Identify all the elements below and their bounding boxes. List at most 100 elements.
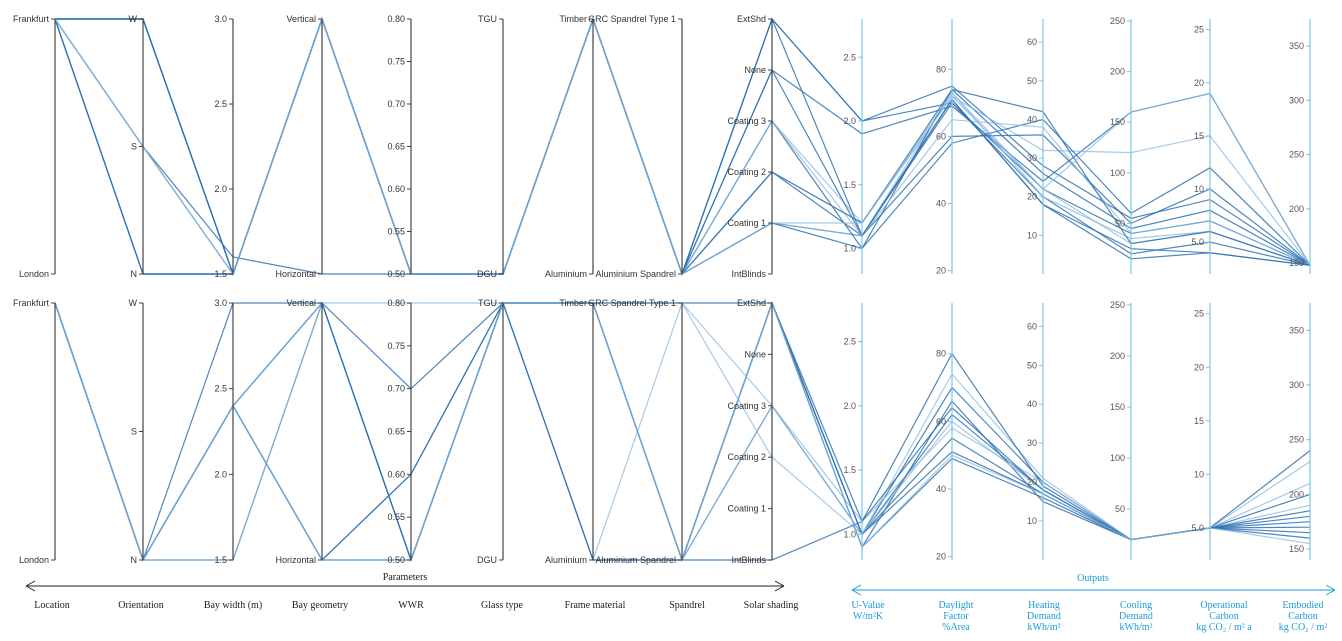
tick-label: 2.0: [214, 184, 227, 194]
tick-label: 10: [1027, 230, 1037, 240]
tick-label: Coating 2: [727, 167, 766, 177]
tick-label: Vertical: [286, 298, 316, 308]
axes: London Frankfurt N S W 1.5 2.0 2.5 3.0 Horizontal…: [13, 298, 1311, 565]
tick-label: 350: [1289, 325, 1304, 335]
tick-label: 20: [1027, 477, 1037, 487]
tick-label: 2.0: [843, 401, 856, 411]
tick-label: Coating 3: [727, 401, 766, 411]
tick-label: 0.80: [387, 14, 405, 24]
tick-label: Horizontal: [275, 269, 316, 279]
tick-label: TGU: [478, 298, 497, 308]
tick-label: 10: [1194, 184, 1204, 194]
axis-frame-material: Aluminium Timber: [545, 14, 594, 279]
tick-label: 0.50: [387, 269, 405, 279]
axis-spandrel: Aluminium Spandrel GRC Spandrel Type 1: [588, 298, 683, 565]
tick-label: ExtShd: [737, 298, 766, 308]
tick-label: 50: [1115, 218, 1125, 228]
tick-label: IntBlinds: [731, 555, 766, 565]
axis-cooling-demand: 50 100 150 200 250: [1110, 300, 1132, 560]
axis-bay-geometry: Horizontal Vertical: [275, 298, 323, 565]
parameters-label: Parameters: [383, 572, 428, 583]
tick-label: 150: [1289, 544, 1304, 554]
tick-label: Timber: [559, 298, 587, 308]
tick-label: Coating 3: [727, 116, 766, 126]
tick-label: 150: [1289, 258, 1304, 268]
tick-label: 10: [1194, 469, 1204, 479]
axis-wwr: 0.50 0.55 0.60 0.65 0.70 0.75 0.80: [387, 298, 412, 565]
tick-label: 0.70: [387, 99, 405, 109]
tick-label: 0.80: [387, 298, 405, 308]
tick-label: ExtShd: [737, 14, 766, 24]
tick-label: 5.0: [1191, 523, 1204, 533]
tick-label: 2.5: [214, 99, 227, 109]
param-label-spandrel: Spandrel: [669, 600, 705, 611]
tick-label: 1.0: [843, 244, 856, 254]
axis-bay-geometry: Horizontal Vertical: [275, 14, 323, 279]
tick-label: 250: [1289, 150, 1304, 160]
tick-label: 200: [1289, 204, 1304, 214]
tick-label: 1.5: [214, 269, 227, 279]
tick-label: IntBlinds: [731, 269, 766, 279]
param-label-location: Location: [34, 600, 70, 611]
tick-label: 0.75: [387, 341, 405, 351]
output-label-embodied: Carbon: [1288, 611, 1317, 622]
output-label-heating: Heating: [1028, 600, 1060, 611]
axis-u-value: 1.0 1.5 2.0 2.5: [843, 19, 863, 274]
param-label-glass-type: Glass type: [481, 600, 524, 611]
tick-label: 0.55: [387, 512, 405, 522]
tick-label: 3.0: [214, 298, 227, 308]
tick-label: 0.60: [387, 184, 405, 194]
tick-label: Aluminium Spandrel: [595, 555, 676, 565]
tick-label: Aluminium: [545, 555, 587, 565]
tick-label: 80: [936, 64, 946, 74]
axis-heating-demand: 10 20 30 40 50 60: [1027, 303, 1044, 560]
tick-label: 100: [1110, 453, 1125, 463]
output-label-u-value: U-Value: [851, 600, 885, 611]
panel-top: London Frankfurt N S W 1.5 2.0 2.5 3.0 Horizontal…: [13, 14, 1311, 279]
axis-orientation: N S W: [129, 298, 144, 565]
tick-label: 15: [1194, 131, 1204, 141]
tick-label: 0.65: [387, 142, 405, 152]
axis-frame-material: Aluminium Timber: [545, 298, 594, 565]
axis-location: London Frankfurt: [13, 298, 56, 565]
output-label-embodied: kg CO₂ / m²: [1279, 622, 1327, 633]
axis-operational-carbon: 5.0 10 15 20 25: [1191, 19, 1211, 274]
tick-label: 350: [1289, 41, 1304, 51]
tick-label: London: [19, 555, 49, 565]
outputs-label: Outputs: [1077, 573, 1109, 584]
tick-label: 250: [1110, 300, 1125, 310]
tick-label: 0.50: [387, 555, 405, 565]
tick-label: 1.5: [214, 555, 227, 565]
outputs-arrow-heads: [851, 584, 1336, 596]
tick-label: 2.5: [843, 337, 856, 347]
parameters-arrow-heads: [25, 580, 785, 592]
tick-label: 20: [1194, 362, 1204, 372]
axis-daylight-factor: 20 40 60 80: [936, 303, 953, 562]
output-label-daylight: Factor: [943, 611, 969, 622]
output-labels: U-ValueW/m²KDaylightFactor%AreaHeatingDe…: [851, 600, 1327, 633]
tick-label: W: [129, 298, 138, 308]
tick-label: 0.70: [387, 384, 405, 394]
axis-glass-type: DGU TGU: [477, 14, 504, 279]
tick-label: Frankfurt: [13, 298, 50, 308]
axis-bay-width-m: 1.5 2.0 2.5 3.0: [214, 14, 234, 279]
tick-label: 5.0: [1191, 237, 1204, 247]
tick-label: 1.5: [843, 465, 856, 475]
tick-label: 20: [1027, 192, 1037, 202]
tick-label: 2.5: [843, 52, 856, 62]
tick-label: 150: [1110, 402, 1125, 412]
tick-label: 200: [1110, 67, 1125, 77]
tick-label: 40: [1027, 114, 1037, 124]
output-label-operational: kg CO₂ / m² a: [1196, 622, 1252, 633]
tick-label: 40: [936, 484, 946, 494]
tick-label: 60: [1027, 37, 1037, 47]
tick-label: W: [129, 14, 138, 24]
tick-label: None: [744, 349, 766, 359]
axis-location: London Frankfurt: [13, 14, 56, 279]
tick-label: 60: [1027, 321, 1037, 331]
tick-label: GRC Spandrel Type 1: [588, 14, 676, 24]
tick-label: S: [131, 427, 137, 437]
axis-solar-shading: IntBlinds Coating 1 Coating 2 Coating 3 None…: [727, 298, 773, 565]
tick-label: 80: [936, 349, 946, 359]
